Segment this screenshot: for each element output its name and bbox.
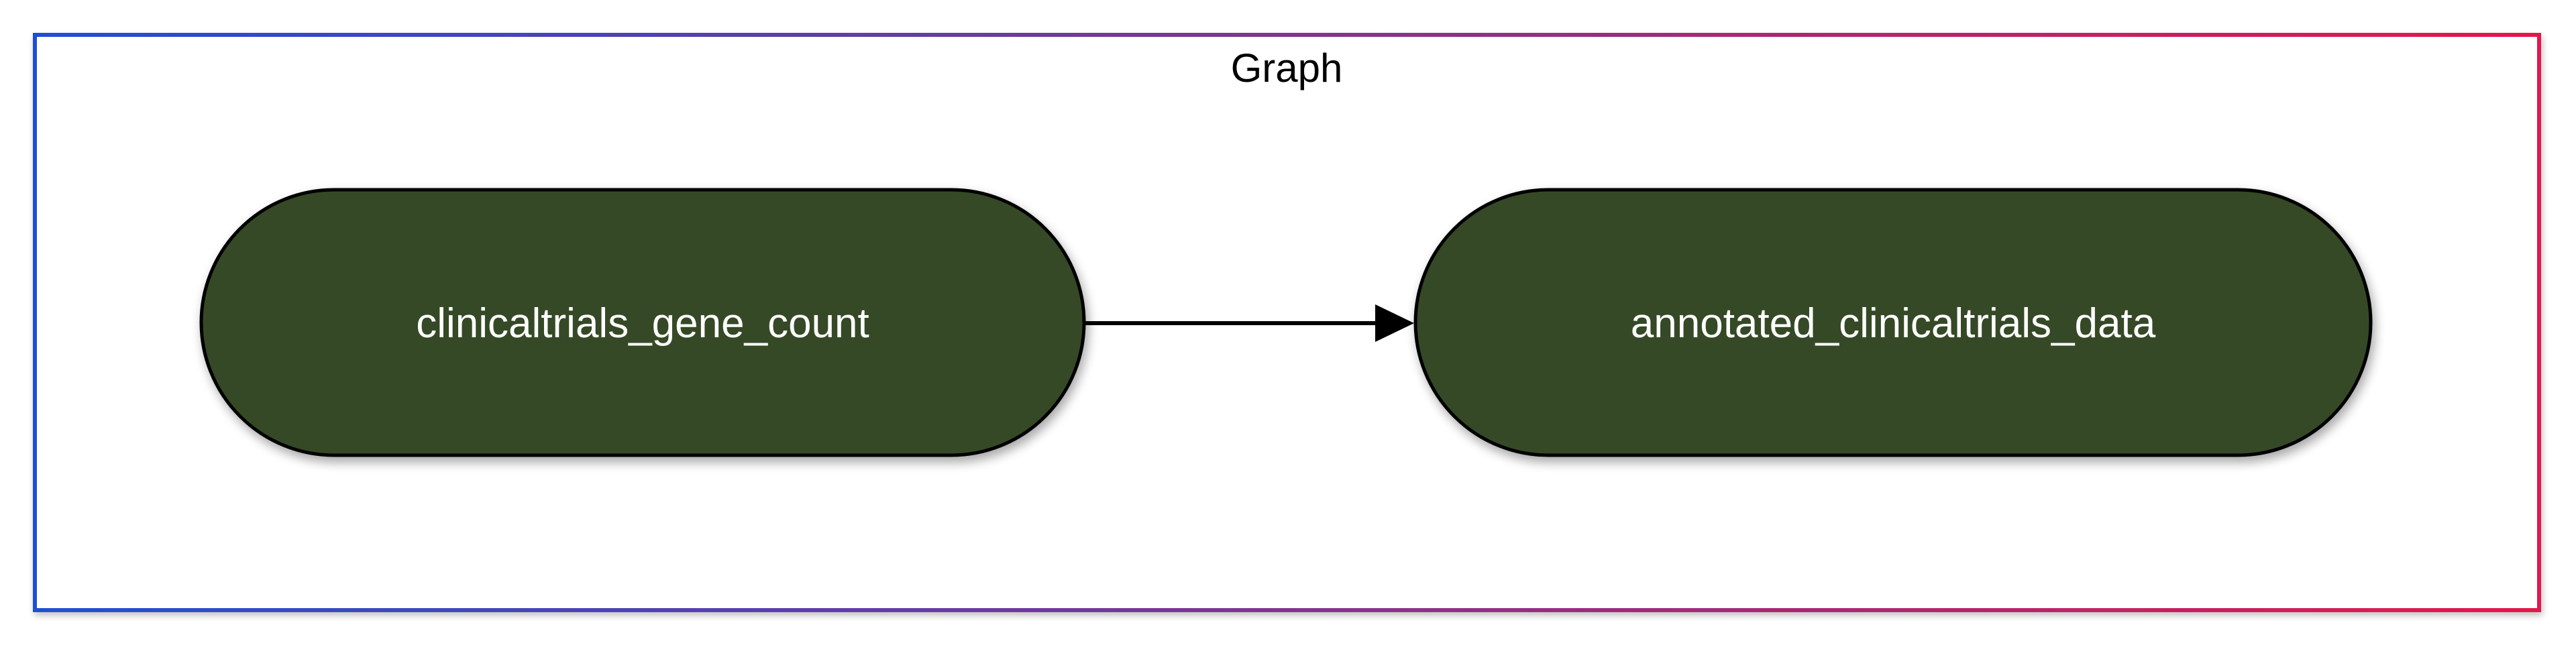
node-shape xyxy=(1413,188,2373,457)
arrowhead-icon xyxy=(1375,304,1414,342)
node-clinicaltrials-gene-count[interactable]: clinicaltrials_gene_count xyxy=(199,188,1086,457)
node-shape xyxy=(199,188,1086,457)
node-label: annotated_clinicaltrials_data xyxy=(1631,300,2156,347)
graph-title: Graph xyxy=(1231,46,1343,91)
node-annotated-clinicaltrials-data[interactable]: annotated_clinicaltrials_data xyxy=(1413,188,2373,457)
node-label: clinicaltrials_gene_count xyxy=(416,300,869,347)
